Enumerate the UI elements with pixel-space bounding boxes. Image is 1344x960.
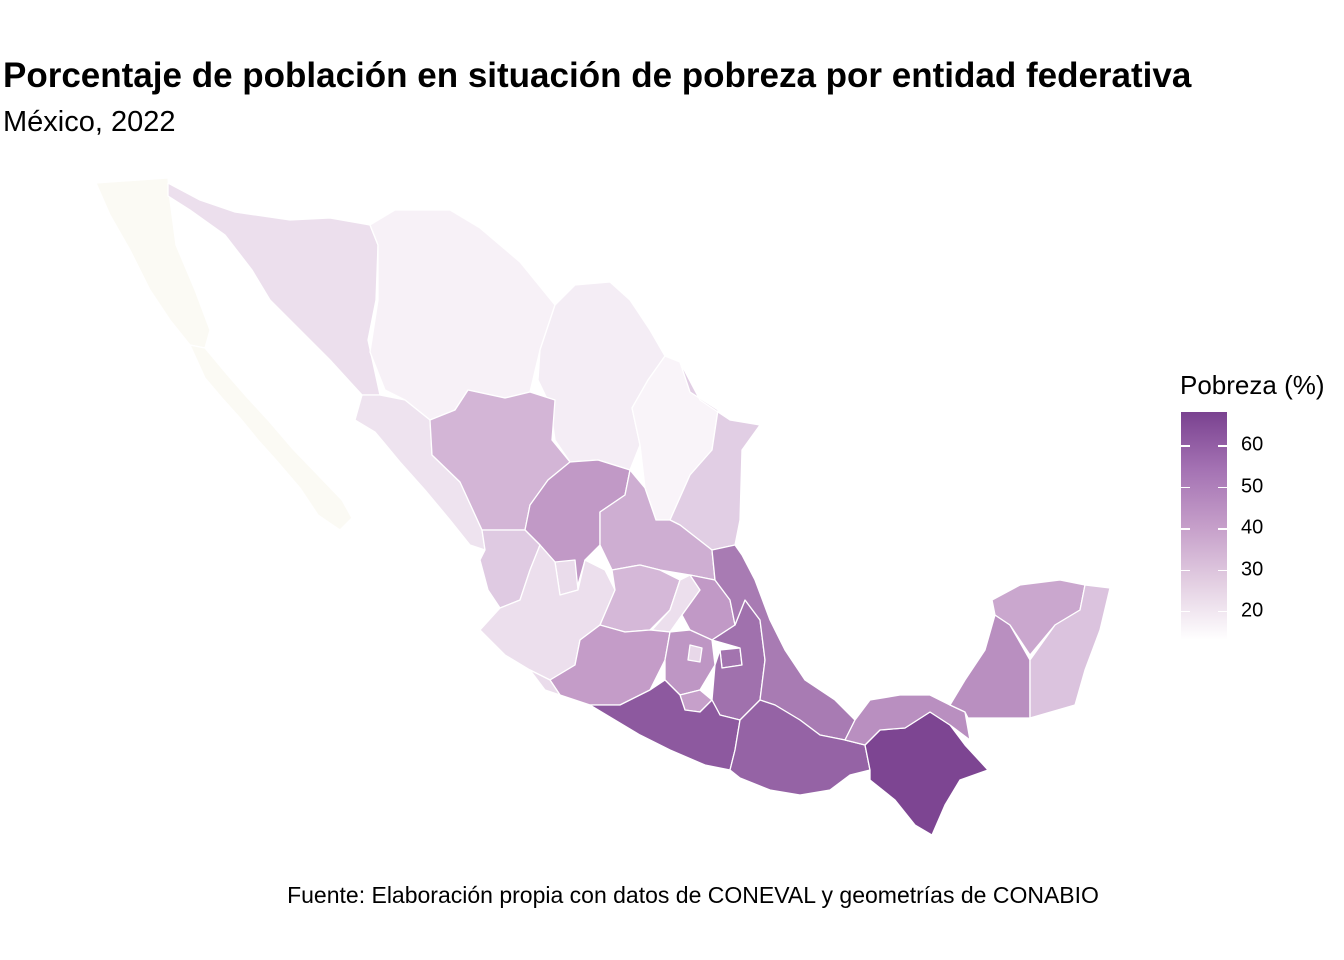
region-jalisco[interactable] <box>479 544 616 681</box>
legend-tick-mark <box>1181 528 1190 530</box>
region-chihuahua[interactable] <box>369 209 556 421</box>
legend-tick-mark <box>1218 569 1227 572</box>
map-title: Porcentaje de población en situación de … <box>3 56 1192 95</box>
region-quintana-roo[interactable] <box>1029 584 1111 719</box>
source-caption: Fuente: Elaboración propia con datos de … <box>287 882 1099 908</box>
legend-tick-mark <box>1181 569 1190 572</box>
legend-tick-label: 40 <box>1241 516 1264 539</box>
region-campeche[interactable] <box>949 614 1031 719</box>
region-ciudad-de-mexico[interactable] <box>687 644 703 663</box>
legend-title: Pobreza (%) <box>1180 370 1325 400</box>
region-estado-de-mexico[interactable] <box>664 629 716 696</box>
legend-tick-label: 60 <box>1241 433 1264 456</box>
legend-colorbar <box>1181 412 1227 640</box>
region-oaxaca[interactable] <box>729 699 871 796</box>
legend-tick-label: 50 <box>1241 475 1264 498</box>
legend-tick-mark <box>1218 445 1227 447</box>
legend-tick-label: 20 <box>1241 599 1264 622</box>
legend-tick-mark <box>1181 610 1190 613</box>
region-guerrero[interactable] <box>589 679 741 771</box>
map-subtitle: México, 2022 <box>3 106 176 138</box>
legend-tick-label: 30 <box>1241 558 1264 581</box>
legend-tick-mark <box>1218 528 1227 530</box>
region-tabasco[interactable] <box>844 694 971 746</box>
legend-tick-mark <box>1181 445 1190 447</box>
region-guanajuato[interactable] <box>599 564 681 633</box>
legend-tick-mark <box>1181 486 1190 489</box>
region-colima[interactable] <box>529 669 561 696</box>
legend-tick-mark <box>1218 486 1227 489</box>
legend-tick-mark <box>1218 610 1227 613</box>
region-baja-california-sur[interactable] <box>189 344 353 531</box>
legend-ticks: 20 30 40 50 60 <box>1181 412 1291 640</box>
region-chiapas[interactable] <box>864 711 989 836</box>
